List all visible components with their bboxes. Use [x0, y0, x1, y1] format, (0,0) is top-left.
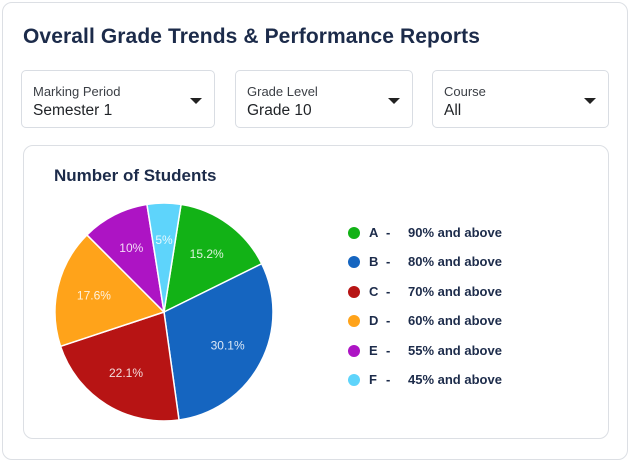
pie-label-f: 5% — [155, 233, 173, 247]
marking-period-value: Semester 1 — [33, 102, 113, 119]
legend-grade-letter: E — [369, 342, 378, 358]
chevron-down-icon — [388, 98, 400, 104]
legend-color-dot — [348, 256, 360, 269]
legend-grade-letter: D — [369, 313, 379, 329]
pie-label-a: 15.2% — [190, 247, 224, 261]
legend-item-d: D - 60% and above — [348, 312, 588, 330]
grade-level-label: Grade Level — [247, 84, 318, 99]
legend-grade-description: 90% and above — [408, 225, 502, 240]
pie-chart: 15.2% 30.1% 22.1% 17.6% 10% 5% — [54, 202, 274, 422]
legend-color-dot — [348, 285, 360, 298]
legend-separator: - — [386, 313, 391, 329]
pie-slice-c — [59, 311, 180, 422]
chart-card: Number of Students 15.2% 30.1% 22.1% 17.6% 1… — [23, 145, 609, 439]
pie-label-c: 22.1% — [109, 366, 143, 380]
grade-level-select[interactable]: Grade Level Grade 10 — [235, 70, 413, 128]
pie-slice-b — [163, 262, 274, 421]
chart-title: Number of Students — [54, 166, 217, 185]
marking-period-select[interactable]: Marking Period Semester 1 — [21, 70, 215, 128]
pie-slice-d — [54, 233, 166, 348]
chevron-down-icon — [584, 98, 596, 104]
legend-grade-letter: C — [369, 283, 379, 299]
legend-grade-description: 70% and above — [408, 283, 502, 299]
legend-item-b: B - 80% and above — [348, 253, 588, 271]
chevron-down-icon — [190, 98, 202, 104]
marking-period-label: Marking Period — [33, 84, 121, 99]
legend-grade-letter: F — [369, 372, 377, 387]
legend-item-e: E - 55% and above — [348, 342, 588, 360]
legend-separator: - — [386, 225, 391, 240]
legend-separator: - — [386, 254, 391, 270]
pie-slice-a — [163, 203, 263, 314]
grade-level-value: Grade 10 — [247, 102, 312, 119]
pie-label-d: 17.6% — [77, 288, 111, 302]
legend-color-dot — [348, 315, 360, 328]
legend-color-dot — [348, 374, 360, 386]
pie-slice-f — [146, 202, 182, 313]
pie-label-b: 30.1% — [211, 339, 245, 353]
legend-grade-description: 45% and above — [408, 372, 502, 387]
page-title: Overall Grade Trends & Performance Repor… — [23, 25, 481, 48]
legend-separator: - — [386, 342, 391, 358]
legend-grade-description: 55% and above — [408, 342, 502, 358]
legend-separator: - — [386, 283, 391, 299]
course-label: Course — [444, 84, 486, 99]
pie-label-e: 10% — [119, 241, 143, 255]
course-value: All — [444, 102, 462, 119]
legend-grade-letter: B — [369, 254, 379, 270]
legend-item-f: F - 45% and above — [348, 371, 588, 389]
legend-grade-description: 60% and above — [408, 313, 502, 329]
legend-grade-letter: A — [369, 225, 379, 240]
legend-item-a: A - 90% and above — [348, 224, 588, 242]
legend-grade-description: 80% and above — [408, 254, 502, 270]
course-select[interactable]: Course All — [432, 70, 609, 128]
legend-separator: - — [386, 372, 391, 387]
legend-color-dot — [348, 344, 360, 357]
legend-item-c: C - 70% and above — [348, 283, 588, 301]
legend-color-dot — [348, 227, 360, 239]
